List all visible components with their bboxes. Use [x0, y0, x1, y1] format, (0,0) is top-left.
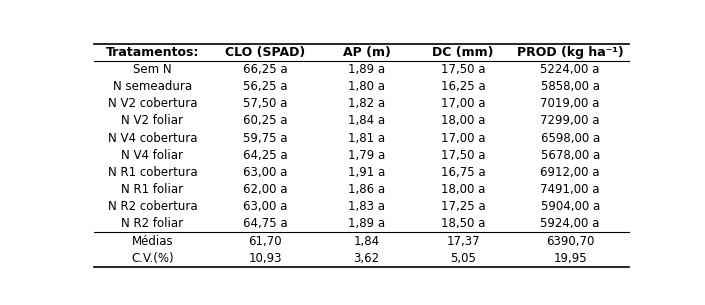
Text: 1,83 a: 1,83 a: [348, 200, 385, 213]
Text: 1,81 a: 1,81 a: [348, 131, 385, 145]
Text: N V4 foliar: N V4 foliar: [121, 149, 183, 162]
Text: 1,91 a: 1,91 a: [348, 166, 386, 179]
Text: 17,00 a: 17,00 a: [441, 131, 485, 145]
Text: 10,93: 10,93: [248, 252, 282, 265]
Text: 7491,00 a: 7491,00 a: [541, 183, 600, 196]
Text: 1,84 a: 1,84 a: [348, 114, 385, 127]
Text: 63,00 a: 63,00 a: [243, 166, 287, 179]
Text: 19,95: 19,95: [553, 252, 587, 265]
Text: N semeadura: N semeadura: [113, 80, 192, 93]
Text: N R1 foliar: N R1 foliar: [121, 183, 183, 196]
Text: 7019,00 a: 7019,00 a: [541, 97, 600, 110]
Text: 6390,70: 6390,70: [546, 235, 594, 248]
Text: 1,82 a: 1,82 a: [348, 97, 385, 110]
Text: 18,00 a: 18,00 a: [441, 183, 485, 196]
Text: N V2 cobertura: N V2 cobertura: [108, 97, 197, 110]
Text: Médias: Médias: [132, 235, 173, 248]
Text: DC (mm): DC (mm): [432, 46, 494, 59]
Text: CLO (SPAD): CLO (SPAD): [225, 46, 305, 59]
Text: 17,50 a: 17,50 a: [441, 149, 485, 162]
Text: 1,79 a: 1,79 a: [348, 149, 386, 162]
Text: 56,25 a: 56,25 a: [243, 80, 287, 93]
Text: 6912,00 a: 6912,00 a: [541, 166, 600, 179]
Text: AP (m): AP (m): [343, 46, 391, 59]
Text: 63,00 a: 63,00 a: [243, 200, 287, 213]
Text: 64,75 a: 64,75 a: [243, 217, 287, 230]
Text: N R2 foliar: N R2 foliar: [121, 217, 183, 230]
Text: 1,80 a: 1,80 a: [348, 80, 385, 93]
Text: 17,00 a: 17,00 a: [441, 97, 485, 110]
Text: 59,75 a: 59,75 a: [243, 131, 287, 145]
Text: 60,25 a: 60,25 a: [243, 114, 287, 127]
Text: 57,50 a: 57,50 a: [243, 97, 287, 110]
Text: 62,00 a: 62,00 a: [243, 183, 287, 196]
Text: 1,89 a: 1,89 a: [348, 217, 385, 230]
Text: 16,25 a: 16,25 a: [441, 80, 485, 93]
Text: 18,50 a: 18,50 a: [441, 217, 485, 230]
Text: 17,50 a: 17,50 a: [441, 63, 485, 76]
Text: 61,70: 61,70: [248, 235, 282, 248]
Text: 5904,00 a: 5904,00 a: [541, 200, 600, 213]
Text: N V4 cobertura: N V4 cobertura: [108, 131, 197, 145]
Text: 5858,00 a: 5858,00 a: [541, 80, 600, 93]
Text: N R2 cobertura: N R2 cobertura: [108, 200, 197, 213]
Text: N V2 foliar: N V2 foliar: [121, 114, 183, 127]
Text: 6598,00 a: 6598,00 a: [541, 131, 600, 145]
Text: 5,05: 5,05: [450, 252, 476, 265]
Text: 66,25 a: 66,25 a: [243, 63, 287, 76]
Text: 17,25 a: 17,25 a: [441, 200, 485, 213]
Text: C.V.(%): C.V.(%): [131, 252, 174, 265]
Text: 17,37: 17,37: [446, 235, 480, 248]
Text: 16,75 a: 16,75 a: [441, 166, 485, 179]
Text: Sem N: Sem N: [133, 63, 172, 76]
Text: PROD (kg ha⁻¹): PROD (kg ha⁻¹): [517, 46, 623, 59]
Text: 64,25 a: 64,25 a: [243, 149, 287, 162]
Text: 5924,00 a: 5924,00 a: [541, 217, 600, 230]
Text: 5224,00 a: 5224,00 a: [541, 63, 600, 76]
Text: N R1 cobertura: N R1 cobertura: [108, 166, 197, 179]
Text: Tratamentos:: Tratamentos:: [106, 46, 200, 59]
Text: 3,62: 3,62: [354, 252, 380, 265]
Text: 1,89 a: 1,89 a: [348, 63, 385, 76]
Text: 1,86 a: 1,86 a: [348, 183, 385, 196]
Text: 7299,00 a: 7299,00 a: [541, 114, 600, 127]
Text: 18,00 a: 18,00 a: [441, 114, 485, 127]
Text: 1,84: 1,84: [354, 235, 380, 248]
Text: 5678,00 a: 5678,00 a: [541, 149, 600, 162]
